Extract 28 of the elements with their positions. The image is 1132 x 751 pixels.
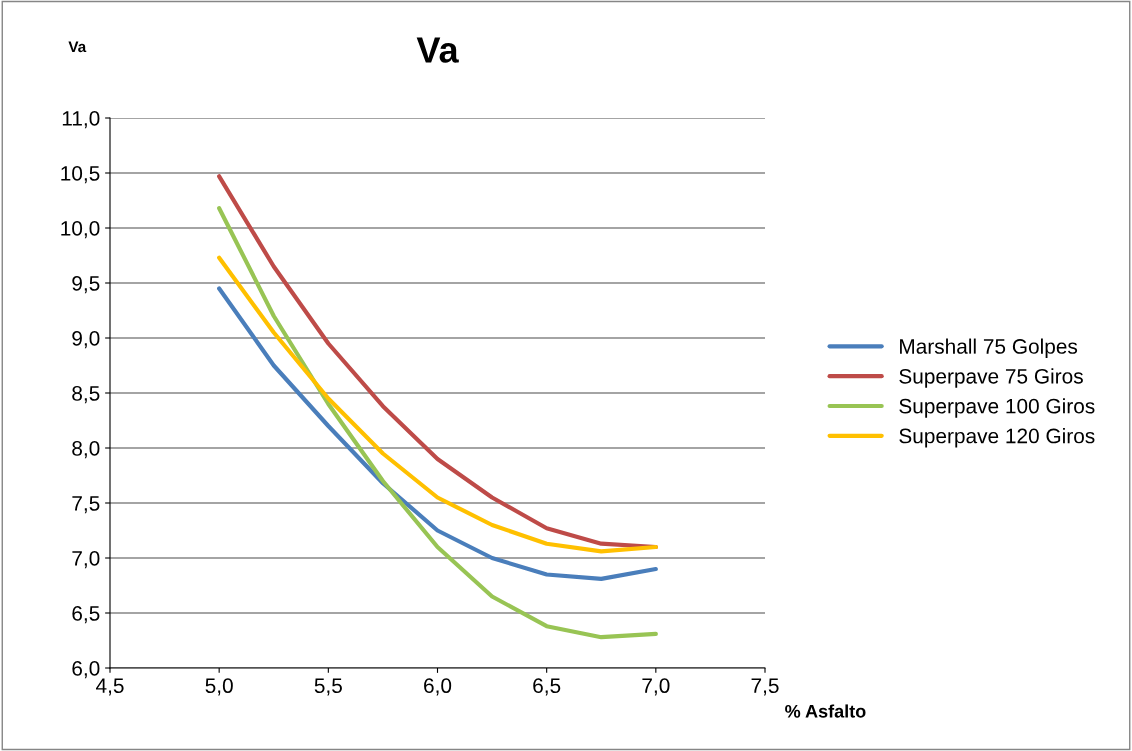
y-tick-label: 8,5 xyxy=(72,386,100,404)
chart-title: Va xyxy=(416,37,459,63)
x-tick-label: 6,5 xyxy=(533,678,561,696)
x-axis-title: % Asfalto xyxy=(785,704,866,718)
legend-label: Superpave 120 Giros xyxy=(899,428,1095,448)
line-series xyxy=(217,286,658,581)
y-tick-label: 8,0 xyxy=(72,441,100,459)
y-tick-label: 9,5 xyxy=(72,276,100,294)
legend-label: Superpave 75 Giros xyxy=(899,368,1083,388)
x-tick-label: 4,5 xyxy=(96,678,124,696)
y-tick-label: 10,5 xyxy=(61,166,100,184)
line-series xyxy=(217,255,658,554)
y-tick-label: 10,0 xyxy=(61,221,100,239)
y-tick-label: 6,0 xyxy=(72,661,100,679)
x-tick-label: 7,0 xyxy=(642,678,670,696)
legend-label: Superpave 100 Giros xyxy=(899,398,1095,418)
y-tick-label: 11,0 xyxy=(62,111,100,129)
line-series xyxy=(217,206,658,640)
y-axis-title: Va xyxy=(68,41,87,53)
y-tick-label: 7,0 xyxy=(72,551,100,569)
y-tick-label: 7,5 xyxy=(72,496,100,514)
legend-label: Marshall 75 Golpes xyxy=(900,338,1078,358)
x-tick-label: 6,0 xyxy=(424,678,452,696)
x-tick-label: 5,5 xyxy=(314,678,342,696)
x-tick-label: 5,0 xyxy=(205,678,233,696)
y-tick-label: 9,0 xyxy=(72,331,100,349)
x-tick-label: 7,5 xyxy=(751,678,779,696)
y-tick-label: 6,5 xyxy=(72,606,100,624)
